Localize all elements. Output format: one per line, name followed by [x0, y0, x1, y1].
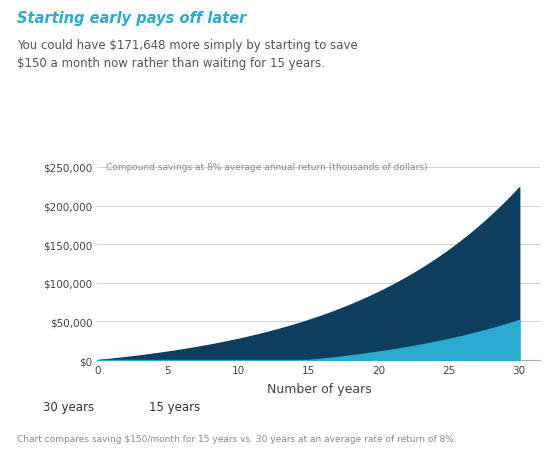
Text: 30 years: 30 years — [43, 400, 94, 413]
Text: 15 years: 15 years — [149, 400, 200, 413]
Text: Chart compares saving $150/month for 15 years vs. 30 years at an average rate of: Chart compares saving $150/month for 15 … — [17, 434, 456, 443]
Text: Compound savings at 8% average annual return (thousands of dollars): Compound savings at 8% average annual re… — [106, 162, 428, 171]
Text: Starting early pays off later: Starting early pays off later — [17, 11, 246, 27]
X-axis label: Number of years: Number of years — [266, 382, 372, 395]
Text: You could have $171,648 more simply by starting to save
$150 a month now rather : You could have $171,648 more simply by s… — [17, 39, 358, 69]
